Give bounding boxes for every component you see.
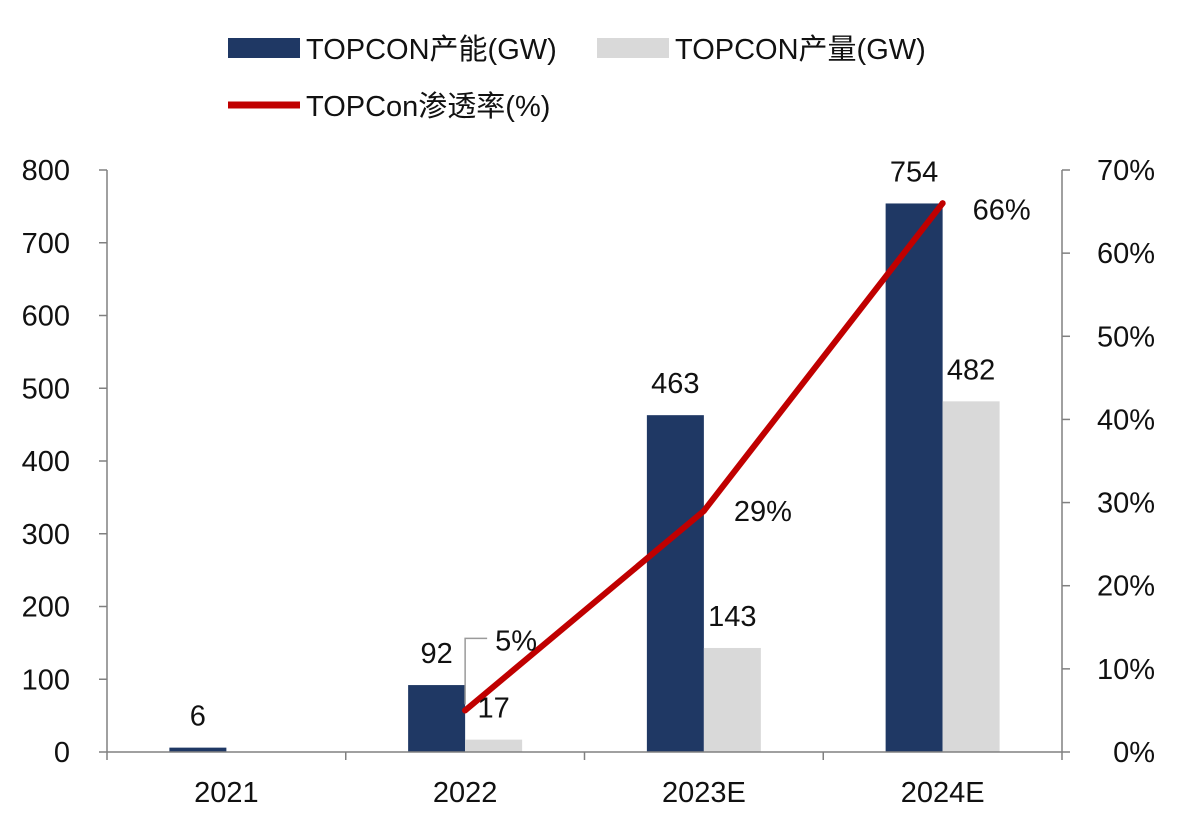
- axes-layer: 0 100 200 300 400 500 600 700 800 0% 10% 20% 30% 40% 5…: [22, 155, 1155, 809]
- y-left-tick-label: 600: [22, 301, 70, 333]
- y-left-tick-label: 500: [22, 373, 70, 405]
- y-right-tick-label: 30%: [1097, 488, 1155, 520]
- bar-capacity-2021: [169, 747, 227, 752]
- bar-capacity-2024e: [885, 203, 943, 753]
- x-tick-label-2024e: 2024E: [901, 777, 985, 809]
- legend-label-production: TOPCON产量(GW): [675, 33, 926, 66]
- data-labels-layer: 6 92 17 463 143 754 482 5% 29% 66%: [190, 156, 1031, 732]
- label-penetration-2022: 5%: [495, 625, 537, 657]
- label-capacity-2023e: 463: [651, 368, 699, 400]
- x-tick-label-2023e: 2023E: [662, 777, 746, 809]
- y-right-tick-label: 20%: [1097, 571, 1155, 603]
- penetration-leader-line: [464, 637, 488, 705]
- y-left-tick-label: 100: [22, 664, 70, 696]
- label-production-2022: 17: [477, 693, 509, 725]
- penetration-point-2024e: [939, 200, 946, 207]
- label-capacity-2021: 6: [190, 701, 206, 733]
- y-right-tick-label: 10%: [1097, 654, 1155, 686]
- bar-capacity-2022: [408, 685, 466, 752]
- y-left-tick-label: 700: [22, 228, 70, 260]
- bars-layer: [169, 203, 1000, 753]
- x-tick-label-2022: 2022: [433, 777, 498, 809]
- y-right-tick-label: 60%: [1097, 238, 1155, 270]
- bar-production-2024e: [942, 401, 1000, 752]
- bar-capacity-2023e: [646, 415, 704, 752]
- label-production-2023e: 143: [708, 601, 756, 633]
- legend-label-capacity: TOPCON产能(GW): [306, 33, 557, 66]
- label-penetration-2023e: 29%: [734, 496, 792, 528]
- penetration-point-2023e: [700, 507, 707, 514]
- legend-label-penetration: TOPCon渗透率(%): [306, 90, 550, 123]
- label-penetration-2024e: 66%: [973, 194, 1031, 226]
- line-layer: [462, 200, 946, 714]
- y-left-tick-label: 200: [22, 592, 70, 624]
- y-right-tick-label: 70%: [1097, 155, 1155, 187]
- label-capacity-2022: 92: [420, 638, 452, 670]
- penetration-point-2022: [462, 707, 469, 714]
- label-capacity-2024e: 754: [890, 156, 938, 188]
- y-left-tick-label: 300: [22, 519, 70, 551]
- y-left-tick-label: 400: [22, 446, 70, 478]
- legend: TOPCON产能(GW) TOPCON产量(GW) TOPCon渗透率(%): [228, 33, 926, 123]
- y-right-tick-label: 50%: [1097, 321, 1155, 353]
- y-left-tick-label: 800: [22, 155, 70, 187]
- x-tick-label-2021: 2021: [194, 777, 259, 809]
- bar-production-2023e: [703, 647, 761, 752]
- y-right-tick-label: 40%: [1097, 404, 1155, 436]
- legend-swatch-production: [597, 38, 669, 58]
- legend-swatch-capacity: [228, 38, 300, 58]
- y-right-tick-label: 0%: [1113, 737, 1155, 769]
- label-production-2024e: 482: [947, 354, 995, 386]
- bar-production-2022: [465, 739, 523, 752]
- y-left-tick-label: 0: [54, 737, 70, 769]
